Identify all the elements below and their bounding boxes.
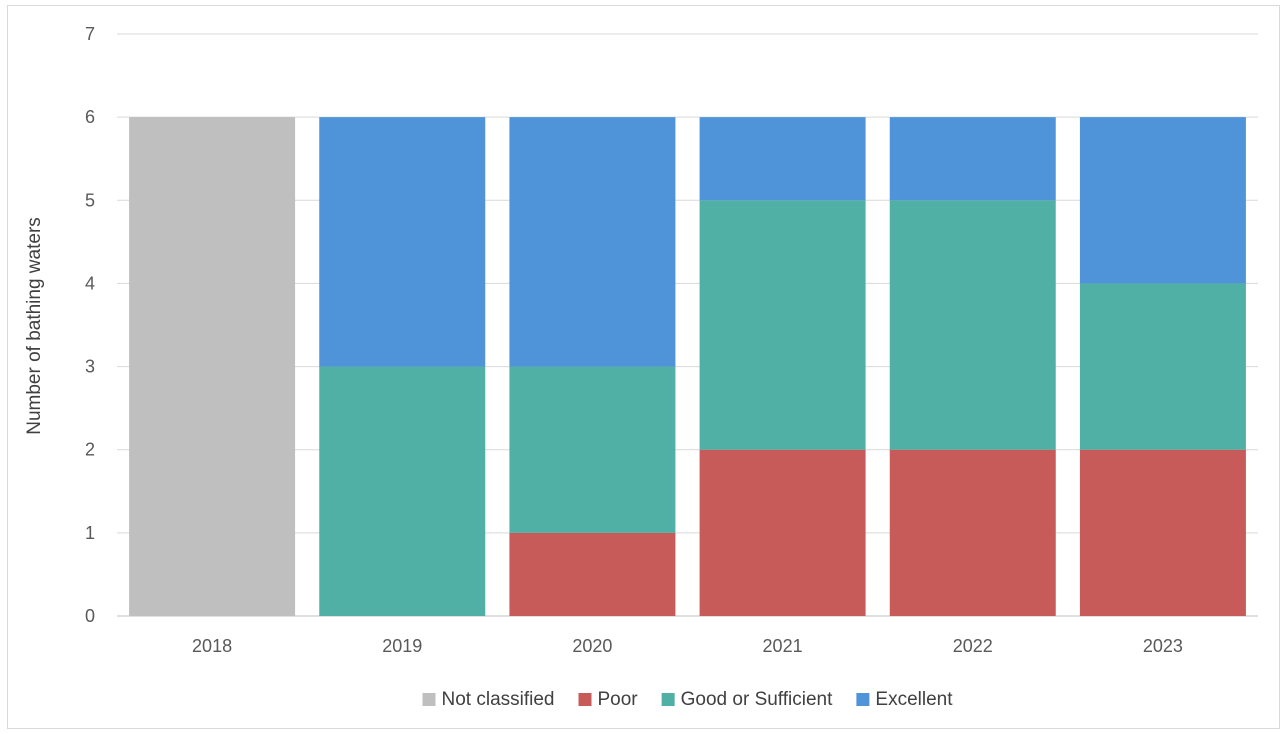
- bar-segment: [319, 366, 486, 616]
- x-tick-label: 2021: [763, 636, 803, 656]
- x-tick-label: 2023: [1143, 636, 1183, 656]
- bar-segment: [889, 200, 1056, 450]
- bar-segment: [699, 449, 866, 616]
- y-tick-label: 5: [85, 190, 95, 210]
- y-tick-label: 0: [85, 606, 95, 626]
- y-axis-ticks: 0 1 2 3 4 5 6 7: [85, 24, 95, 626]
- legend-swatch: [578, 693, 592, 706]
- y-axis-title: Number of bathing waters: [24, 217, 45, 435]
- bar-segment: [509, 117, 676, 367]
- legend-item: Excellent: [856, 689, 953, 710]
- legend: Not classified Poor Good or Sufficient Exce…: [422, 689, 953, 710]
- legend-label: Not classified: [442, 689, 555, 710]
- bars: [129, 117, 1246, 617]
- x-tick-label: 2020: [572, 636, 612, 656]
- x-tick-label: 2019: [382, 636, 422, 656]
- bar-segment: [1079, 449, 1246, 616]
- legend-items: Not classified Poor Good or Sufficient Exce…: [422, 689, 953, 710]
- bar-segment: [509, 366, 676, 533]
- y-tick-label: 6: [85, 107, 95, 127]
- y-tick-label: 2: [85, 440, 95, 460]
- legend-item: Not classified: [422, 689, 555, 710]
- y-tick-label: 7: [85, 24, 95, 44]
- bar-segment: [699, 117, 866, 201]
- x-axis-ticks: 2018 2019 2020 2021 2022 2023: [192, 636, 1183, 656]
- bar-segment: [699, 200, 866, 450]
- bar-segment: [129, 117, 296, 617]
- y-tick-label: 3: [85, 357, 95, 377]
- x-tick-label: 2018: [192, 636, 232, 656]
- x-tick-label: 2022: [953, 636, 993, 656]
- y-tick-label: 1: [85, 523, 95, 543]
- y-tick-label: 4: [85, 273, 95, 293]
- legend-label: Poor: [598, 689, 639, 710]
- legend-item: Good or Sufficient: [661, 689, 833, 710]
- bar-segment: [889, 117, 1056, 201]
- legend-item: Poor: [578, 689, 639, 710]
- bar-segment: [889, 449, 1056, 616]
- bar-segment: [1079, 283, 1246, 450]
- bar-segment: [509, 532, 676, 616]
- gridlines: [117, 33, 1258, 617]
- legend-swatch: [661, 693, 675, 706]
- legend-swatch: [856, 693, 870, 706]
- bar-segment: [319, 117, 486, 367]
- bar-segment: [1079, 117, 1246, 284]
- legend-label: Good or Sufficient: [681, 689, 833, 710]
- legend-label: Excellent: [875, 689, 953, 710]
- legend-swatch: [422, 693, 436, 706]
